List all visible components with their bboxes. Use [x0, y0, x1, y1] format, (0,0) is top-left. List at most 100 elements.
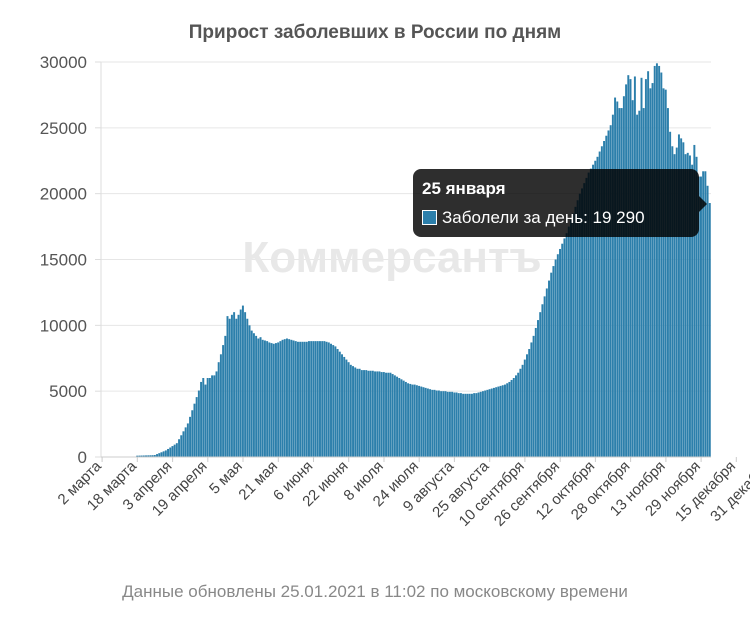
data-bar	[367, 370, 370, 457]
data-bar	[336, 349, 339, 457]
data-bar	[644, 79, 647, 458]
y-tick-labels: 0 5000 10000 15000 20000 25000 30000	[40, 53, 87, 467]
data-bar	[578, 193, 581, 458]
data-bar	[655, 63, 658, 457]
data-bar	[631, 100, 634, 458]
data-bar	[492, 387, 495, 458]
data-bar	[184, 427, 187, 458]
data-bar	[609, 125, 612, 457]
data-bar	[519, 368, 522, 457]
data-bar	[442, 391, 445, 457]
data-bar	[600, 146, 603, 457]
data-bar	[607, 130, 610, 457]
data-bar	[244, 312, 247, 457]
data-bar	[160, 452, 163, 457]
data-bar	[561, 243, 564, 457]
tooltip-color-swatch	[422, 210, 437, 225]
data-bar	[158, 453, 161, 457]
data-bar	[197, 390, 200, 457]
data-bar	[534, 327, 537, 457]
data-bar	[277, 342, 280, 457]
data-bar	[598, 151, 601, 457]
data-bar	[671, 146, 674, 457]
data-bar	[521, 364, 524, 457]
data-bar	[402, 380, 405, 457]
data-bar	[486, 389, 489, 457]
data-bar	[195, 397, 198, 457]
data-bar	[167, 448, 170, 457]
data-bar	[228, 318, 231, 457]
data-bar	[642, 108, 645, 457]
data-bar	[268, 342, 271, 457]
data-bar	[682, 142, 685, 457]
data-bar	[332, 345, 335, 457]
data-bar	[510, 379, 513, 457]
data-bar	[539, 312, 542, 457]
data-bar	[169, 447, 172, 457]
data-bar	[556, 254, 559, 457]
data-bar	[288, 339, 291, 457]
data-bar	[308, 341, 310, 457]
data-bar	[616, 101, 619, 457]
data-bar	[136, 455, 139, 457]
data-bar	[688, 155, 691, 458]
data-bar	[202, 378, 205, 457]
data-bar	[686, 152, 689, 457]
axes	[100, 62, 737, 462]
data-bar	[156, 454, 158, 457]
data-bar	[404, 381, 407, 457]
data-bar	[200, 381, 203, 457]
data-bar	[349, 364, 352, 457]
data-bar	[248, 325, 251, 457]
data-bar	[550, 272, 553, 457]
data-bar	[387, 372, 390, 457]
data-bar	[638, 110, 641, 457]
data-bar	[222, 345, 225, 457]
footer-note: Данные обновлены 25.01.2021 в 11:02 по м…	[122, 582, 628, 601]
data-bar	[468, 393, 471, 457]
data-bar	[431, 389, 434, 457]
data-bar	[589, 168, 592, 457]
data-bar	[629, 79, 632, 458]
data-bar	[380, 372, 383, 457]
data-bar	[497, 386, 500, 457]
data-bar	[433, 389, 436, 457]
data-bar	[204, 384, 207, 457]
data-bar	[299, 341, 302, 457]
data-bar	[605, 135, 608, 458]
data-bar	[224, 335, 227, 457]
y-tick-label: 25000	[40, 119, 87, 138]
data-bar	[149, 455, 152, 457]
data-bar	[512, 378, 515, 457]
data-bar	[180, 435, 183, 457]
data-bar	[515, 375, 517, 457]
data-bar	[706, 185, 709, 457]
data-bar	[651, 83, 654, 457]
data-bar	[151, 455, 154, 457]
data-bar	[693, 144, 696, 457]
data-bar	[208, 378, 211, 457]
data-bar	[319, 341, 321, 457]
data-bar	[506, 383, 509, 457]
data-bar	[462, 393, 465, 457]
data-bar	[140, 455, 143, 457]
data-bar	[669, 131, 672, 457]
data-bar	[398, 378, 401, 457]
data-bar	[704, 171, 707, 457]
data-bar	[633, 76, 636, 457]
data-bar	[413, 384, 416, 457]
data-bar	[252, 333, 255, 457]
data-bar	[499, 385, 502, 457]
chart-title: Прирост заболевших в России по дням	[188, 22, 562, 43]
data-bar	[294, 341, 297, 457]
data-bar	[255, 335, 258, 457]
data-bar	[376, 371, 379, 457]
data-bar	[627, 75, 630, 458]
data-bar	[702, 171, 705, 457]
data-bar	[385, 372, 388, 457]
data-bar	[440, 391, 443, 457]
y-tick-label: 20000	[40, 185, 87, 204]
data-bar	[448, 391, 451, 457]
data-bar	[640, 77, 643, 458]
